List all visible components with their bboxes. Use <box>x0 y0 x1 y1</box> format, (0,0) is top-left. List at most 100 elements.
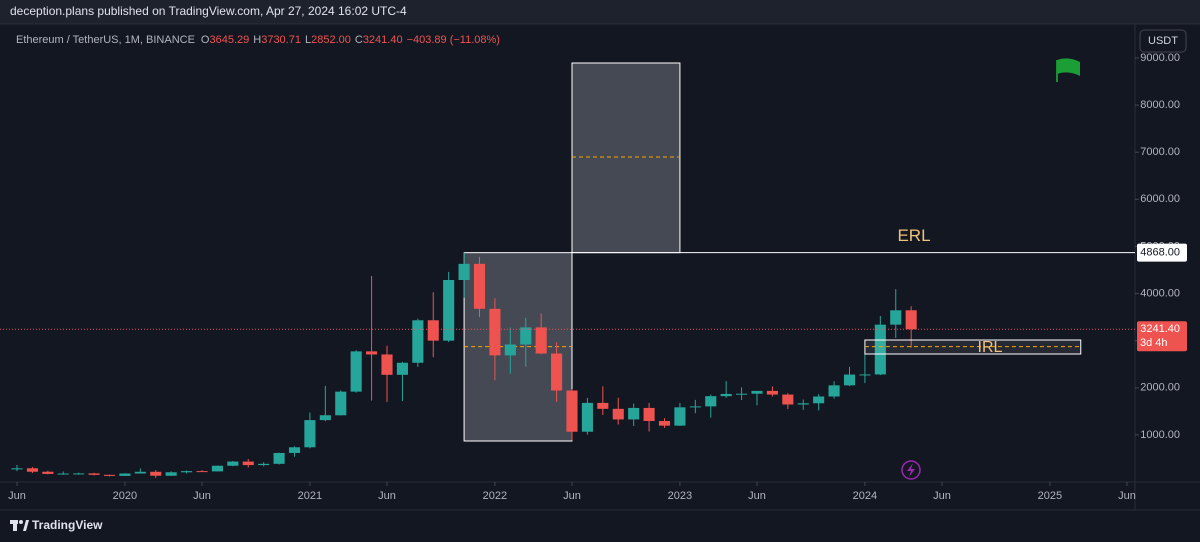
level-name: ERL <box>897 226 930 245</box>
candle-body <box>42 471 54 474</box>
candle-body <box>643 407 655 421</box>
candle-body <box>751 390 763 394</box>
candle-body <box>874 324 886 375</box>
x-tick-label: Jun <box>193 490 211 502</box>
y-tick-label: 4000.00 <box>1140 287 1180 299</box>
x-tick-label: 2022 <box>483 490 507 502</box>
x-tick-label: 2024 <box>853 490 877 502</box>
x-tick-label: Jun <box>748 490 766 502</box>
y-tick-label: 8000.00 <box>1140 99 1180 111</box>
candle-body <box>566 390 578 432</box>
candle-body <box>366 351 378 355</box>
candle-body <box>381 354 393 375</box>
candle-body <box>396 362 408 375</box>
candle-body <box>412 320 424 363</box>
candle-body <box>535 327 547 354</box>
candle-body <box>705 396 717 407</box>
candle-body <box>242 461 254 466</box>
lightning-icon[interactable] <box>901 460 921 480</box>
candle-body <box>766 390 778 395</box>
legend-value: 3645.29 <box>209 34 249 46</box>
candle-body <box>288 447 301 453</box>
candle-body <box>350 351 362 392</box>
range-box <box>571 62 681 254</box>
candle-body <box>628 407 640 420</box>
level-price-label: 4868.00 <box>1140 247 1180 259</box>
candle-body <box>335 391 347 416</box>
y-tick-label: 1000.00 <box>1140 429 1180 441</box>
candle-body <box>612 408 624 420</box>
candle-body <box>227 461 239 466</box>
candle-body <box>319 415 331 421</box>
x-tick-label: Jun <box>378 490 396 502</box>
candle-body <box>489 308 501 356</box>
candle-body <box>26 468 38 472</box>
candle-body <box>304 420 316 448</box>
candle-body <box>890 310 902 325</box>
y-tick-label: 2000.00 <box>1140 382 1180 394</box>
candle-body <box>73 473 85 475</box>
candle-body <box>273 452 285 464</box>
candle-body <box>843 374 856 386</box>
candle-body <box>443 279 455 341</box>
legend-key: C <box>355 34 363 46</box>
candle-body <box>473 263 486 309</box>
candle-body <box>905 310 917 330</box>
legend-key: H <box>253 34 261 46</box>
y-tick-label: 9000.00 <box>1140 52 1180 64</box>
candle-body <box>88 473 100 475</box>
candle-body <box>427 320 439 341</box>
candle-body <box>211 465 223 472</box>
candle-body <box>597 402 609 409</box>
candle-body <box>11 468 23 470</box>
candle-body <box>458 263 470 280</box>
candle-body <box>504 344 516 356</box>
legend-key: O <box>201 34 210 46</box>
header-bar <box>0 0 1200 24</box>
last-price-label: 3241.40 <box>1140 323 1180 335</box>
x-tick-label: 2021 <box>298 490 322 502</box>
legend: Ethereum / TetherUS, 1M, BINANCE O3645.29… <box>16 34 500 46</box>
currency-label: USDT <box>1148 35 1178 47</box>
candle-body <box>196 471 208 473</box>
candle-body <box>551 353 563 391</box>
last-price-box <box>1137 321 1187 352</box>
candle-body <box>581 402 593 432</box>
legend-key: L <box>305 34 311 46</box>
candle-body <box>258 463 270 466</box>
y-tick-label: 7000.00 <box>1140 146 1180 158</box>
flag-icon <box>1056 58 1080 82</box>
x-tick-label: 2023 <box>668 490 692 502</box>
candle-body <box>859 374 871 376</box>
x-tick-label: 2020 <box>113 490 137 502</box>
candle-body <box>736 393 748 395</box>
legend-symbol: Ethereum / TetherUS, 1M, BINANCE <box>16 34 195 46</box>
candle-body <box>689 406 701 408</box>
candle-body <box>674 407 686 426</box>
x-tick-label: Jun <box>8 490 26 502</box>
countdown-label: 3d 4h <box>1140 337 1168 349</box>
footer-brand: TradingView <box>32 518 103 532</box>
legend-value: 3241.40 <box>363 34 403 46</box>
x-tick-label: Jun <box>1118 490 1136 502</box>
candle-body <box>658 420 671 426</box>
candle-body <box>134 471 146 474</box>
tradingview-logo <box>10 520 29 531</box>
candle-body <box>119 473 131 476</box>
candle-body <box>782 394 794 405</box>
candle-body <box>828 385 840 397</box>
legend-value: 2852.00 <box>311 34 351 46</box>
candle-body <box>181 471 193 473</box>
x-tick-label: Jun <box>933 490 951 502</box>
candle-body <box>150 471 162 476</box>
candle-body <box>813 396 825 404</box>
legend-value: 3730.71 <box>261 34 301 46</box>
currency-button[interactable] <box>1139 29 1187 53</box>
legend-change: −403.89 (−11.08%) <box>407 34 500 46</box>
x-tick-label: Jun <box>563 490 581 502</box>
candle-body <box>720 393 732 397</box>
y-tick-label: 6000.00 <box>1140 193 1180 205</box>
x-tick-label: 2025 <box>1038 490 1062 502</box>
candle-body <box>57 473 69 475</box>
